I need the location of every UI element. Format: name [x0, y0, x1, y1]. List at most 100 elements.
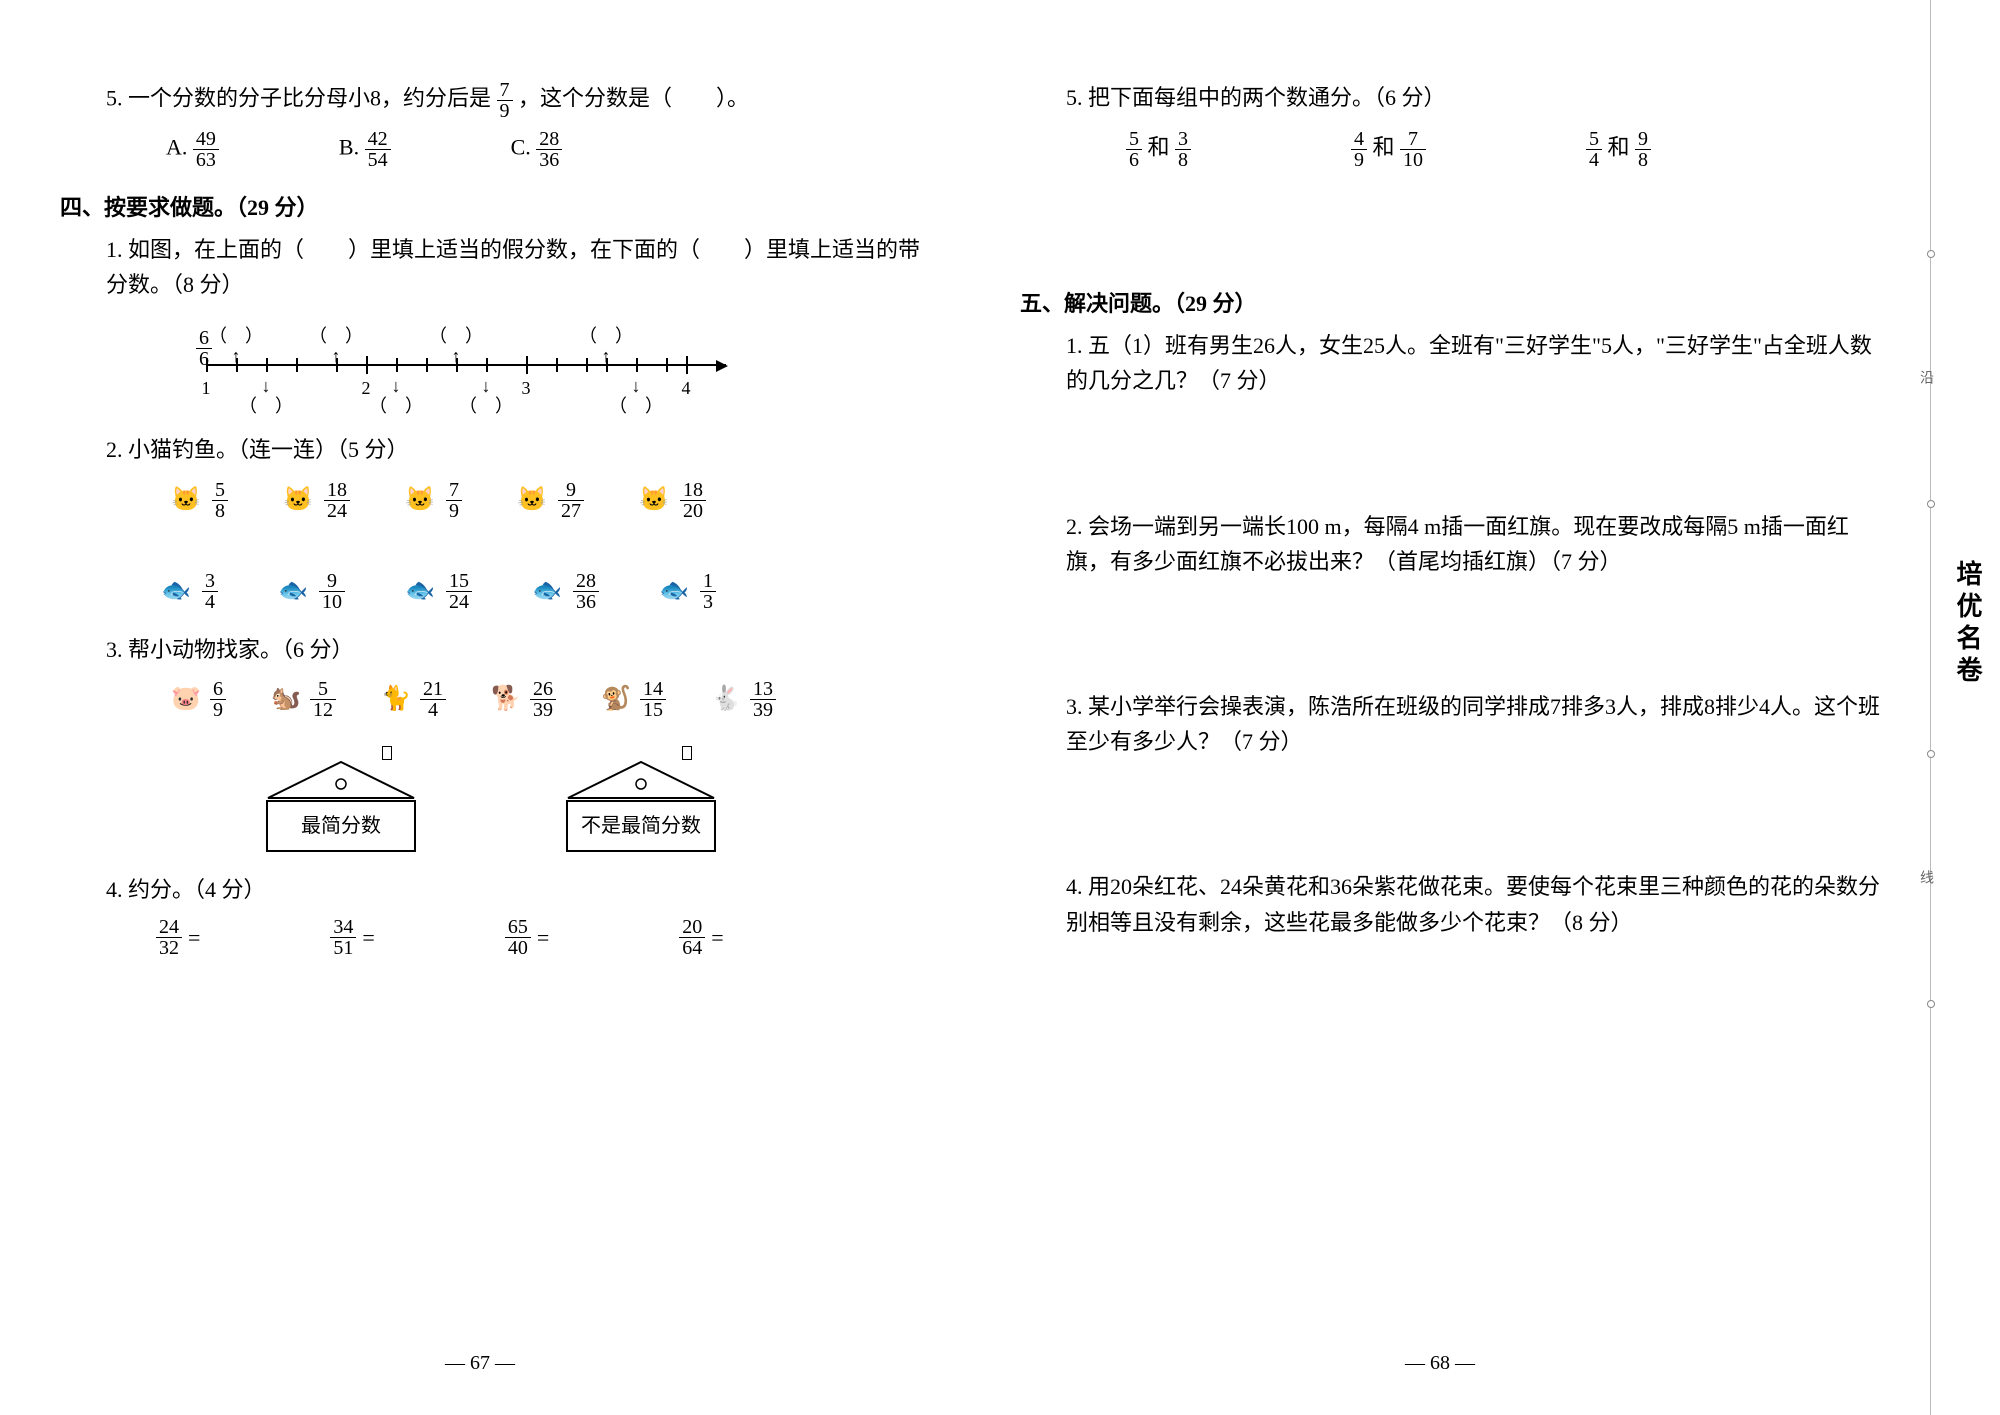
- reduce-item: 3451 =: [330, 917, 374, 958]
- dot-icon: [1927, 1000, 1935, 1008]
- option-c: C. 2836: [511, 129, 563, 170]
- animal-item: 🐈214: [376, 679, 446, 720]
- pair: 56 和 38: [1126, 129, 1191, 170]
- tick: [586, 358, 588, 372]
- page-number: — 68 —: [1405, 1352, 1475, 1375]
- question-4-1: 1. 如图，在上面的（ ）里填上适当的假分数，在下面的（ ）里填上适当的带分数。…: [60, 232, 920, 412]
- cat-item: 🐱79: [400, 480, 462, 521]
- binding-dots: [1927, 0, 1935, 1415]
- tick-label: 3: [522, 374, 531, 403]
- blank: （ ）: [239, 392, 293, 421]
- fish-item: 🐟2836: [527, 571, 599, 612]
- common-row: 56 和 38 49 和 710 54 和 98: [1066, 129, 1880, 170]
- tick-major: [366, 356, 368, 374]
- q-text: 一个分数的分子比分母小8，约分后是: [128, 86, 491, 111]
- question-4-4: 4. 约分。（4 分） 2432 = 3451 = 6540 = 2064 =: [60, 872, 920, 958]
- tick-label: 1: [202, 374, 211, 403]
- house-label: 最简分数: [266, 800, 416, 852]
- q-text: 把下面每组中的两个数通分。（6 分）: [1088, 85, 1446, 110]
- house-not-simplest: 不是最简分数: [566, 760, 716, 852]
- q-num: 2.: [106, 437, 123, 462]
- question-4-5: 5. 把下面每组中的两个数通分。（6 分） 56 和 38 49 和 710 5…: [1020, 80, 1880, 170]
- tick: [236, 358, 238, 372]
- q-text: 五（1）班有男生26人，女生25人。全班有"三好学生"5人，"三好学生"占全班人…: [1066, 333, 1872, 393]
- animal-icon: 🐿️: [266, 683, 306, 715]
- q-num: 2.: [1066, 514, 1083, 539]
- house-simplest: 最简分数: [266, 760, 416, 852]
- cat-icon: 🐱: [166, 484, 206, 516]
- fish-item: 🐟13: [654, 571, 716, 612]
- cat-item: 🐱1820: [634, 480, 706, 521]
- option-b: B. 4254: [339, 129, 391, 170]
- house-label: 不是最简分数: [566, 800, 716, 852]
- pair: 49 和 710: [1351, 129, 1426, 170]
- reduce-item: 2064 =: [679, 917, 723, 958]
- cat-icon: 🐱: [512, 484, 552, 516]
- chimney-icon: [682, 746, 692, 760]
- dot-icon: [1927, 500, 1935, 508]
- animal-item: 🐒1415: [596, 679, 666, 720]
- number-line: 6 6 （ ） （ ） （ ） （ ） ↑ ↑ ↑ ↑: [206, 322, 726, 412]
- margin-cut-label: 沿: [1915, 370, 1935, 384]
- q-num: 4.: [106, 877, 123, 902]
- blank: （ ）: [609, 392, 663, 421]
- q-num: 3.: [106, 637, 123, 662]
- axis: [206, 364, 726, 366]
- q-text: 小猫钓鱼。（连一连）（5 分）: [128, 437, 409, 462]
- left-page: 5. 一个分数的分子比分母小8，约分后是 7 9 ，这个分数是（ ）。 A. 4…: [0, 0, 960, 1415]
- tick: [636, 358, 638, 372]
- chimney-icon: [382, 746, 392, 760]
- fish-icon: 🐟: [654, 575, 694, 607]
- page-number: — 67 —: [445, 1352, 515, 1375]
- question-5-2: 2. 会场一端到另一端长100 m，每隔4 m插一面红旗。现在要改成每隔5 m插…: [1020, 509, 1880, 579]
- q-text: 约分。（4 分）: [128, 877, 266, 902]
- tick: [266, 358, 268, 372]
- fish-item: 🐟34: [156, 571, 218, 612]
- tick: [666, 358, 668, 372]
- reduce-row: 2432 = 3451 = 6540 = 2064 =: [106, 917, 920, 958]
- dot-icon: [1927, 250, 1935, 258]
- tick: [456, 358, 458, 372]
- tick: [396, 358, 398, 372]
- fish-icon: 🐟: [400, 575, 440, 607]
- pair: 54 和 98: [1586, 129, 1651, 170]
- right-page: 5. 把下面每组中的两个数通分。（6 分） 56 和 38 49 和 710 5…: [960, 0, 1920, 1415]
- q-text: 如图，在上面的（ ）里填上适当的假分数，在下面的（ ）里填上适当的带分数。（8 …: [106, 237, 920, 297]
- cat-item: 🐱927: [512, 480, 584, 521]
- margin-line-label: 线: [1915, 870, 1935, 884]
- animal-item: 🐿️512: [266, 679, 336, 720]
- options: A. 4963 B. 4254 C. 2836: [106, 129, 920, 170]
- fish-item: 🐟910: [273, 571, 345, 612]
- option-a: A. 4963: [166, 129, 219, 170]
- blank: （ ）: [369, 392, 423, 421]
- q-num: 3.: [1066, 694, 1083, 719]
- q-text: 会场一端到另一端长100 m，每隔4 m插一面红旗。现在要改成每隔5 m插一面红…: [1066, 514, 1849, 574]
- q-num: 4.: [1066, 874, 1083, 899]
- animal-icon: 🐒: [596, 683, 636, 715]
- tick: [426, 358, 428, 372]
- fish-row: 🐟34 🐟910 🐟1524 🐟2836 🐟13: [106, 571, 920, 612]
- fish-icon: 🐟: [527, 575, 567, 607]
- animal-icon: 🐈: [376, 683, 416, 715]
- q-num: 1.: [1066, 333, 1083, 358]
- q-num: 1.: [106, 237, 123, 262]
- q-text: 帮小动物找家。（6 分）: [128, 637, 354, 662]
- houses: 最简分数 不是最简分数: [106, 760, 920, 852]
- question-5-3: 3. 某小学举行会操表演，陈浩所在班级的同学排成7排多3人，排成8排少4人。这个…: [1020, 689, 1880, 759]
- question-3-5: 5. 一个分数的分子比分母小8，约分后是 7 9 ，这个分数是（ ）。 A. 4…: [60, 80, 920, 170]
- section-5-title: 五、解决问题。（29 分）: [1020, 286, 1880, 318]
- tick-label: 4: [682, 374, 691, 403]
- tick-major: [686, 356, 688, 374]
- cat-item: 🐱1824: [278, 480, 350, 521]
- cat-icon: 🐱: [400, 484, 440, 516]
- q-text: 某小学举行会操表演，陈浩所在班级的同学排成7排多3人，排成8排少4人。这个班至少…: [1066, 694, 1880, 754]
- animal-icon: 🐷: [166, 683, 206, 715]
- tick: [336, 358, 338, 372]
- q-text: ，这个分数是（ ）。: [518, 86, 749, 111]
- right-margin: 沿 线 培优名卷: [1930, 0, 2000, 1415]
- dot-icon: [1927, 750, 1935, 758]
- animal-item: 🐕2639: [486, 679, 556, 720]
- cat-icon: 🐱: [278, 484, 318, 516]
- question-4-3: 3. 帮小动物找家。（6 分） 🐷69 🐿️512 🐈214 🐕2639 🐒14…: [60, 632, 920, 852]
- tick: [486, 358, 488, 372]
